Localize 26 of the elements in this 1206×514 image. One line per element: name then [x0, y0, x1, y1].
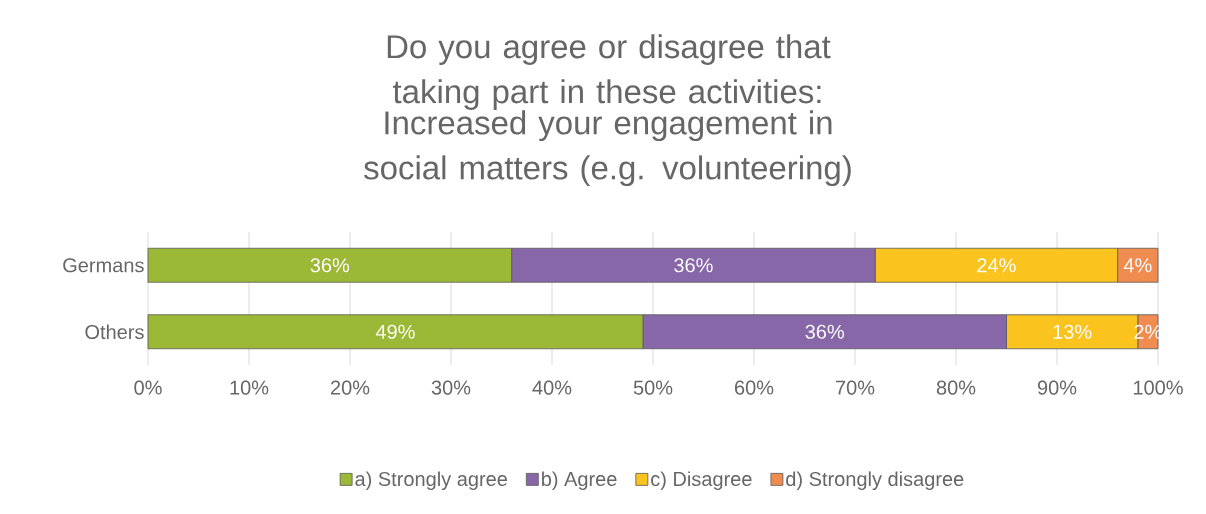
x-tick-label: 20% [330, 380, 370, 395]
legend-label: b) Agree [542, 471, 617, 491]
x-tick-label: 30% [431, 380, 471, 395]
x-tick-label: 60% [735, 380, 774, 395]
x-tick-label: 100% [1133, 380, 1183, 395]
x-tick-label: 0% [134, 380, 162, 395]
chart-subtitle: Increased your engagement in social matters (e.g. volunteering) [364, 110, 851, 187]
data-label: 13% [1053, 324, 1092, 339]
y-tick-label: Others [85, 324, 144, 340]
data-label: 49% [375, 324, 415, 339]
data-label: 36% [674, 258, 713, 273]
chart-title: Do you agree or disagree that taking part in these activities: [387, 34, 831, 110]
legend-label: a) Strongly agree [355, 471, 507, 491]
x-tick-label: 70% [836, 380, 875, 395]
x-tick-label: 50% [633, 380, 673, 395]
x-tick-label: 10% [230, 380, 269, 395]
data-label: 24% [977, 258, 1016, 273]
x-tick-label: 90% [1037, 380, 1077, 395]
data-label: 4% [1123, 258, 1152, 273]
x-tick-label: 40% [532, 380, 572, 395]
data-label: 36% [805, 324, 844, 339]
y-tick-label: Germans [63, 258, 144, 273]
legend-label: d) Strongly disagree [786, 471, 964, 491]
data-label: 36% [310, 258, 350, 273]
legend-label: c) Disagree [651, 471, 752, 491]
x-tick-label: 80% [936, 380, 976, 395]
